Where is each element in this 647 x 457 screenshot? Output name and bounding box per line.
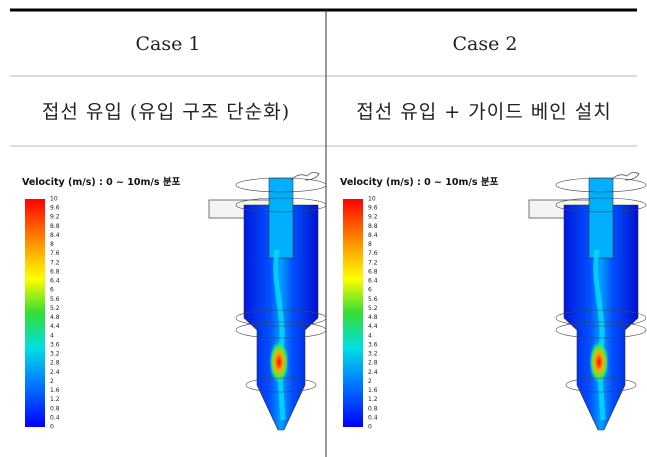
legend-tick-label: 1.2 <box>368 396 378 403</box>
legend-tick-label: 4 <box>368 332 372 339</box>
figures: Velocity (m/s) : 0 ~ 10m/s 분포 10 9.6 9.2 8.8… <box>22 172 646 430</box>
legend-tick-label: 3.2 <box>50 351 60 358</box>
legend-tick-label: 7.6 <box>368 250 378 257</box>
legend-tick-label: 0.4 <box>50 414 60 421</box>
header-cell: Case 2 <box>453 33 518 55</box>
legend-tick-label: 0.4 <box>368 414 378 421</box>
page: {"table": {"headers": ["Case 1", "Case 2… <box>0 0 647 457</box>
legend-tick-label: 6 <box>368 287 372 294</box>
legend-tick-label: 6.4 <box>368 278 378 285</box>
legend-title: Velocity (m/s) : 0 ~ 10m/s 분포 <box>340 177 499 188</box>
legend-tick-label: 4.8 <box>50 314 60 321</box>
legend-title: Velocity (m/s) : 0 ~ 10m/s 분포 <box>22 177 181 188</box>
legend-tick-label: 7.6 <box>50 250 60 257</box>
legend-tick-label: 0.8 <box>50 405 60 412</box>
legend-tick-label: 6.8 <box>368 268 378 275</box>
legend-tick-label: 9.2 <box>50 214 60 221</box>
description-cell: 접선 유입 (유입 구조 단순화) <box>42 101 290 123</box>
color-bar <box>343 199 363 427</box>
legend-tick-label: 2.4 <box>368 369 378 376</box>
header-cell: Case 1 <box>136 33 201 55</box>
legend-tick-label: 9.6 <box>368 205 378 212</box>
simulation-image: Velocity (m/s) : 0 ~ 10m/s 분포 10 9.6 9.2 8.8… <box>340 172 646 430</box>
legend-tick-label: 8.4 <box>368 232 378 239</box>
legend-tick-label: 0 <box>368 424 372 431</box>
legend-tick-label: 4.4 <box>50 323 60 330</box>
simulation-image: Velocity (m/s) : 0 ~ 10m/s 분포 10 9.6 9.2 8.8… <box>22 172 326 430</box>
legend-tick-label: 5.2 <box>50 305 60 312</box>
legend-tick-label: 2 <box>368 378 372 385</box>
legend-tick-label: 1.6 <box>368 387 378 394</box>
legend-tick-label: 8 <box>50 241 54 248</box>
legend-tick-label: 1.6 <box>50 387 60 394</box>
legend-tick-label: 2.4 <box>50 369 60 376</box>
legend-tick-label: 7.2 <box>50 259 60 266</box>
legend-tick-label: 9.2 <box>368 214 378 221</box>
vortex-finder <box>269 178 293 258</box>
legend-tick-label: 3.2 <box>368 351 378 358</box>
legend-tick-label: 8.4 <box>50 232 60 239</box>
legend-tick-label: 1.2 <box>50 396 60 403</box>
legend-tick-label: 10 <box>368 196 376 203</box>
legend-tick-label: 3.6 <box>50 341 60 348</box>
description-cell: 접선 유입 + 가이드 베인 설치 <box>356 101 611 123</box>
legend-tick-label: 5.2 <box>368 305 378 312</box>
legend-tick-label: 6.4 <box>50 278 60 285</box>
document: Case 1 Case 2 접선 유입 (유입 구조 단순화) 접선 유입 + … <box>0 0 647 457</box>
legend-tick-label: 5.6 <box>50 296 60 303</box>
legend-tick-label: 4 <box>50 332 54 339</box>
legend-tick-label: 6 <box>50 287 54 294</box>
hot-spot <box>269 340 289 384</box>
legend-tick-label: 8.8 <box>50 223 60 230</box>
legend-tick-label: 9.6 <box>50 205 60 212</box>
legend-tick-label: 0 <box>50 424 54 431</box>
legend-tick-label: 4.8 <box>368 314 378 321</box>
legend-tick-label: 5.6 <box>368 296 378 303</box>
hot-spot <box>589 340 609 384</box>
color-bar <box>25 199 45 427</box>
legend-tick-label: 7.2 <box>368 259 378 266</box>
legend-tick-label: 3.6 <box>368 341 378 348</box>
legend-tick-label: 8 <box>368 241 372 248</box>
vortex-finder <box>589 178 613 258</box>
body: Case 1 Case 2 접선 유입 (유입 구조 단순화) 접선 유입 + … <box>0 0 647 457</box>
legend-tick-label: 4.4 <box>368 323 378 330</box>
legend-tick-label: 8.8 <box>368 223 378 230</box>
legend-tick-label: 2.8 <box>368 360 378 367</box>
legend-tick-label: 2.8 <box>50 360 60 367</box>
legend-tick-label: 6.8 <box>50 268 60 275</box>
legend-tick-label: 0.8 <box>368 405 378 412</box>
legend-tick-label: 2 <box>50 378 54 385</box>
legend-tick-label: 10 <box>50 196 58 203</box>
